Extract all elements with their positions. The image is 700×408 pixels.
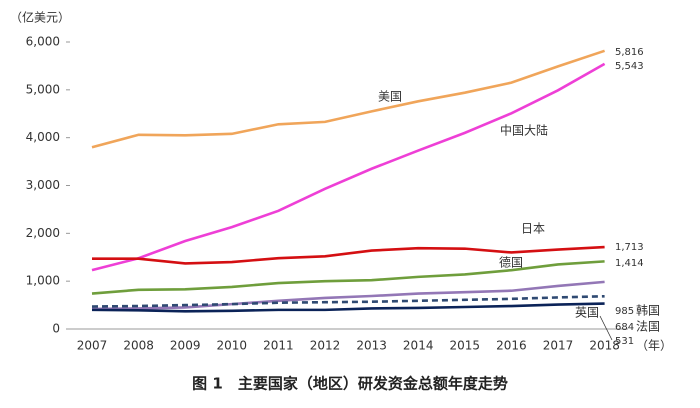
series-line <box>91 260 605 295</box>
series-label: 韩国 <box>636 303 660 318</box>
caption: 图 1 主要国家（地区）研发资金总额年度走势 <box>192 375 508 393</box>
series-line <box>91 62 606 272</box>
series-line <box>91 49 606 149</box>
leader-line <box>599 315 613 341</box>
y-tick-label: 5,000 <box>26 82 60 96</box>
x-tick-label: 2008 <box>123 339 154 353</box>
x-tick-label: 2011 <box>263 339 294 353</box>
series-label: 法国 <box>636 320 660 334</box>
value-label: 5,816 <box>615 47 644 58</box>
series-label: 德国 <box>499 255 523 270</box>
x-tick-label: 2009 <box>170 339 201 353</box>
y-tick-label: 3,000 <box>26 178 60 192</box>
value-label: 985 <box>615 306 634 317</box>
value-label: 5,543 <box>615 61 644 72</box>
y-tick-label: 0 <box>52 322 60 336</box>
value-label: 684 <box>615 322 634 333</box>
value-label: 1,713 <box>615 242 644 253</box>
series-line <box>91 302 605 313</box>
value-label: 531 <box>615 336 634 347</box>
y-tick-label: 1,000 <box>26 274 60 288</box>
y-tick-label: 4,000 <box>26 130 60 144</box>
x-tick-label: 2016 <box>496 339 527 353</box>
series-label: 日本 <box>521 222 545 236</box>
y-axis-label: （亿美元） <box>10 10 70 25</box>
x-tick-label: 2012 <box>310 339 341 353</box>
x-tick-label: 2007 <box>77 339 108 353</box>
series-line <box>91 294 605 308</box>
series-label: 美国 <box>378 90 402 104</box>
x-tick-label: 2013 <box>356 339 387 353</box>
series-label: 英国 <box>575 306 599 320</box>
x-tick-label: 2010 <box>217 339 248 353</box>
x-tick-label: 2014 <box>403 339 434 353</box>
series-line <box>91 280 605 311</box>
value-label: 1,414 <box>615 258 644 269</box>
series-label: 中国大陆 <box>500 123 548 138</box>
x-tick-label: 2017 <box>543 339 574 353</box>
series-line <box>92 245 605 265</box>
x-axis-label: （年） <box>636 339 672 353</box>
y-tick-label: 6,000 <box>26 35 60 49</box>
y-tick-label: 2,000 <box>26 226 60 240</box>
x-tick-label: 2018 <box>589 339 620 353</box>
x-tick-label: 2015 <box>450 339 481 353</box>
